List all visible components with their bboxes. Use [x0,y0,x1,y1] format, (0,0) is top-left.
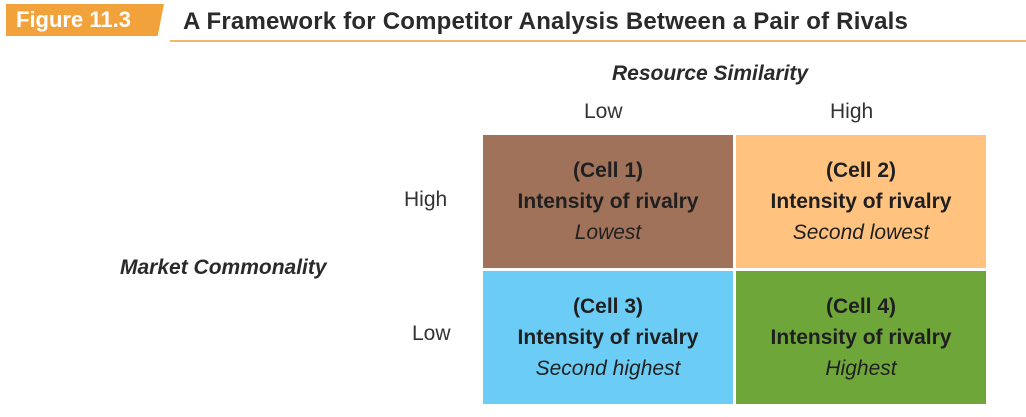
cell-level: Second lowest [792,221,930,244]
cell-label: Intensity of rivalry [517,326,699,349]
figure-label: Figure 11.3 [6,4,164,36]
matrix-cell-1: (Cell 1) Intensity of rivalry Lowest [483,135,733,268]
cell-id: (Cell 2) [825,159,896,182]
x-tick-high: High [830,100,874,123]
x-tick-low: Low [584,100,623,123]
matrix-cell-2: (Cell 2) Intensity of rivalry Second low… [736,135,986,268]
rivalry-matrix: (Cell 1) Intensity of rivalry Lowest (Ce… [483,135,986,404]
cell-id: (Cell 3) [572,295,643,318]
cell-label: Intensity of rivalry [517,190,699,213]
cell-id: (Cell 1) [572,159,643,182]
cell-label: Intensity of rivalry [770,190,952,213]
y-tick-low: Low [412,322,451,345]
cell-level: Second highest [535,357,681,380]
figure-title: A Framework for Competitor Analysis Betw… [183,8,909,35]
y-axis-title: Market Commonality [120,256,327,279]
matrix-cell-4: (Cell 4) Intensity of rivalry Highest [736,271,986,404]
matrix-cell-3: (Cell 3) Intensity of rivalry Second hig… [483,271,733,404]
x-axis-title: Resource Similarity [612,62,809,85]
cell-label: Intensity of rivalry [770,326,952,349]
cell-id: (Cell 4) [825,295,896,318]
y-tick-high: High [404,188,448,211]
header-rule [170,40,1026,42]
figure-header: Figure 11.3 A Framework for Competitor A… [0,0,1026,46]
cell-level: Lowest [574,221,642,244]
cell-level: Highest [825,357,897,380]
